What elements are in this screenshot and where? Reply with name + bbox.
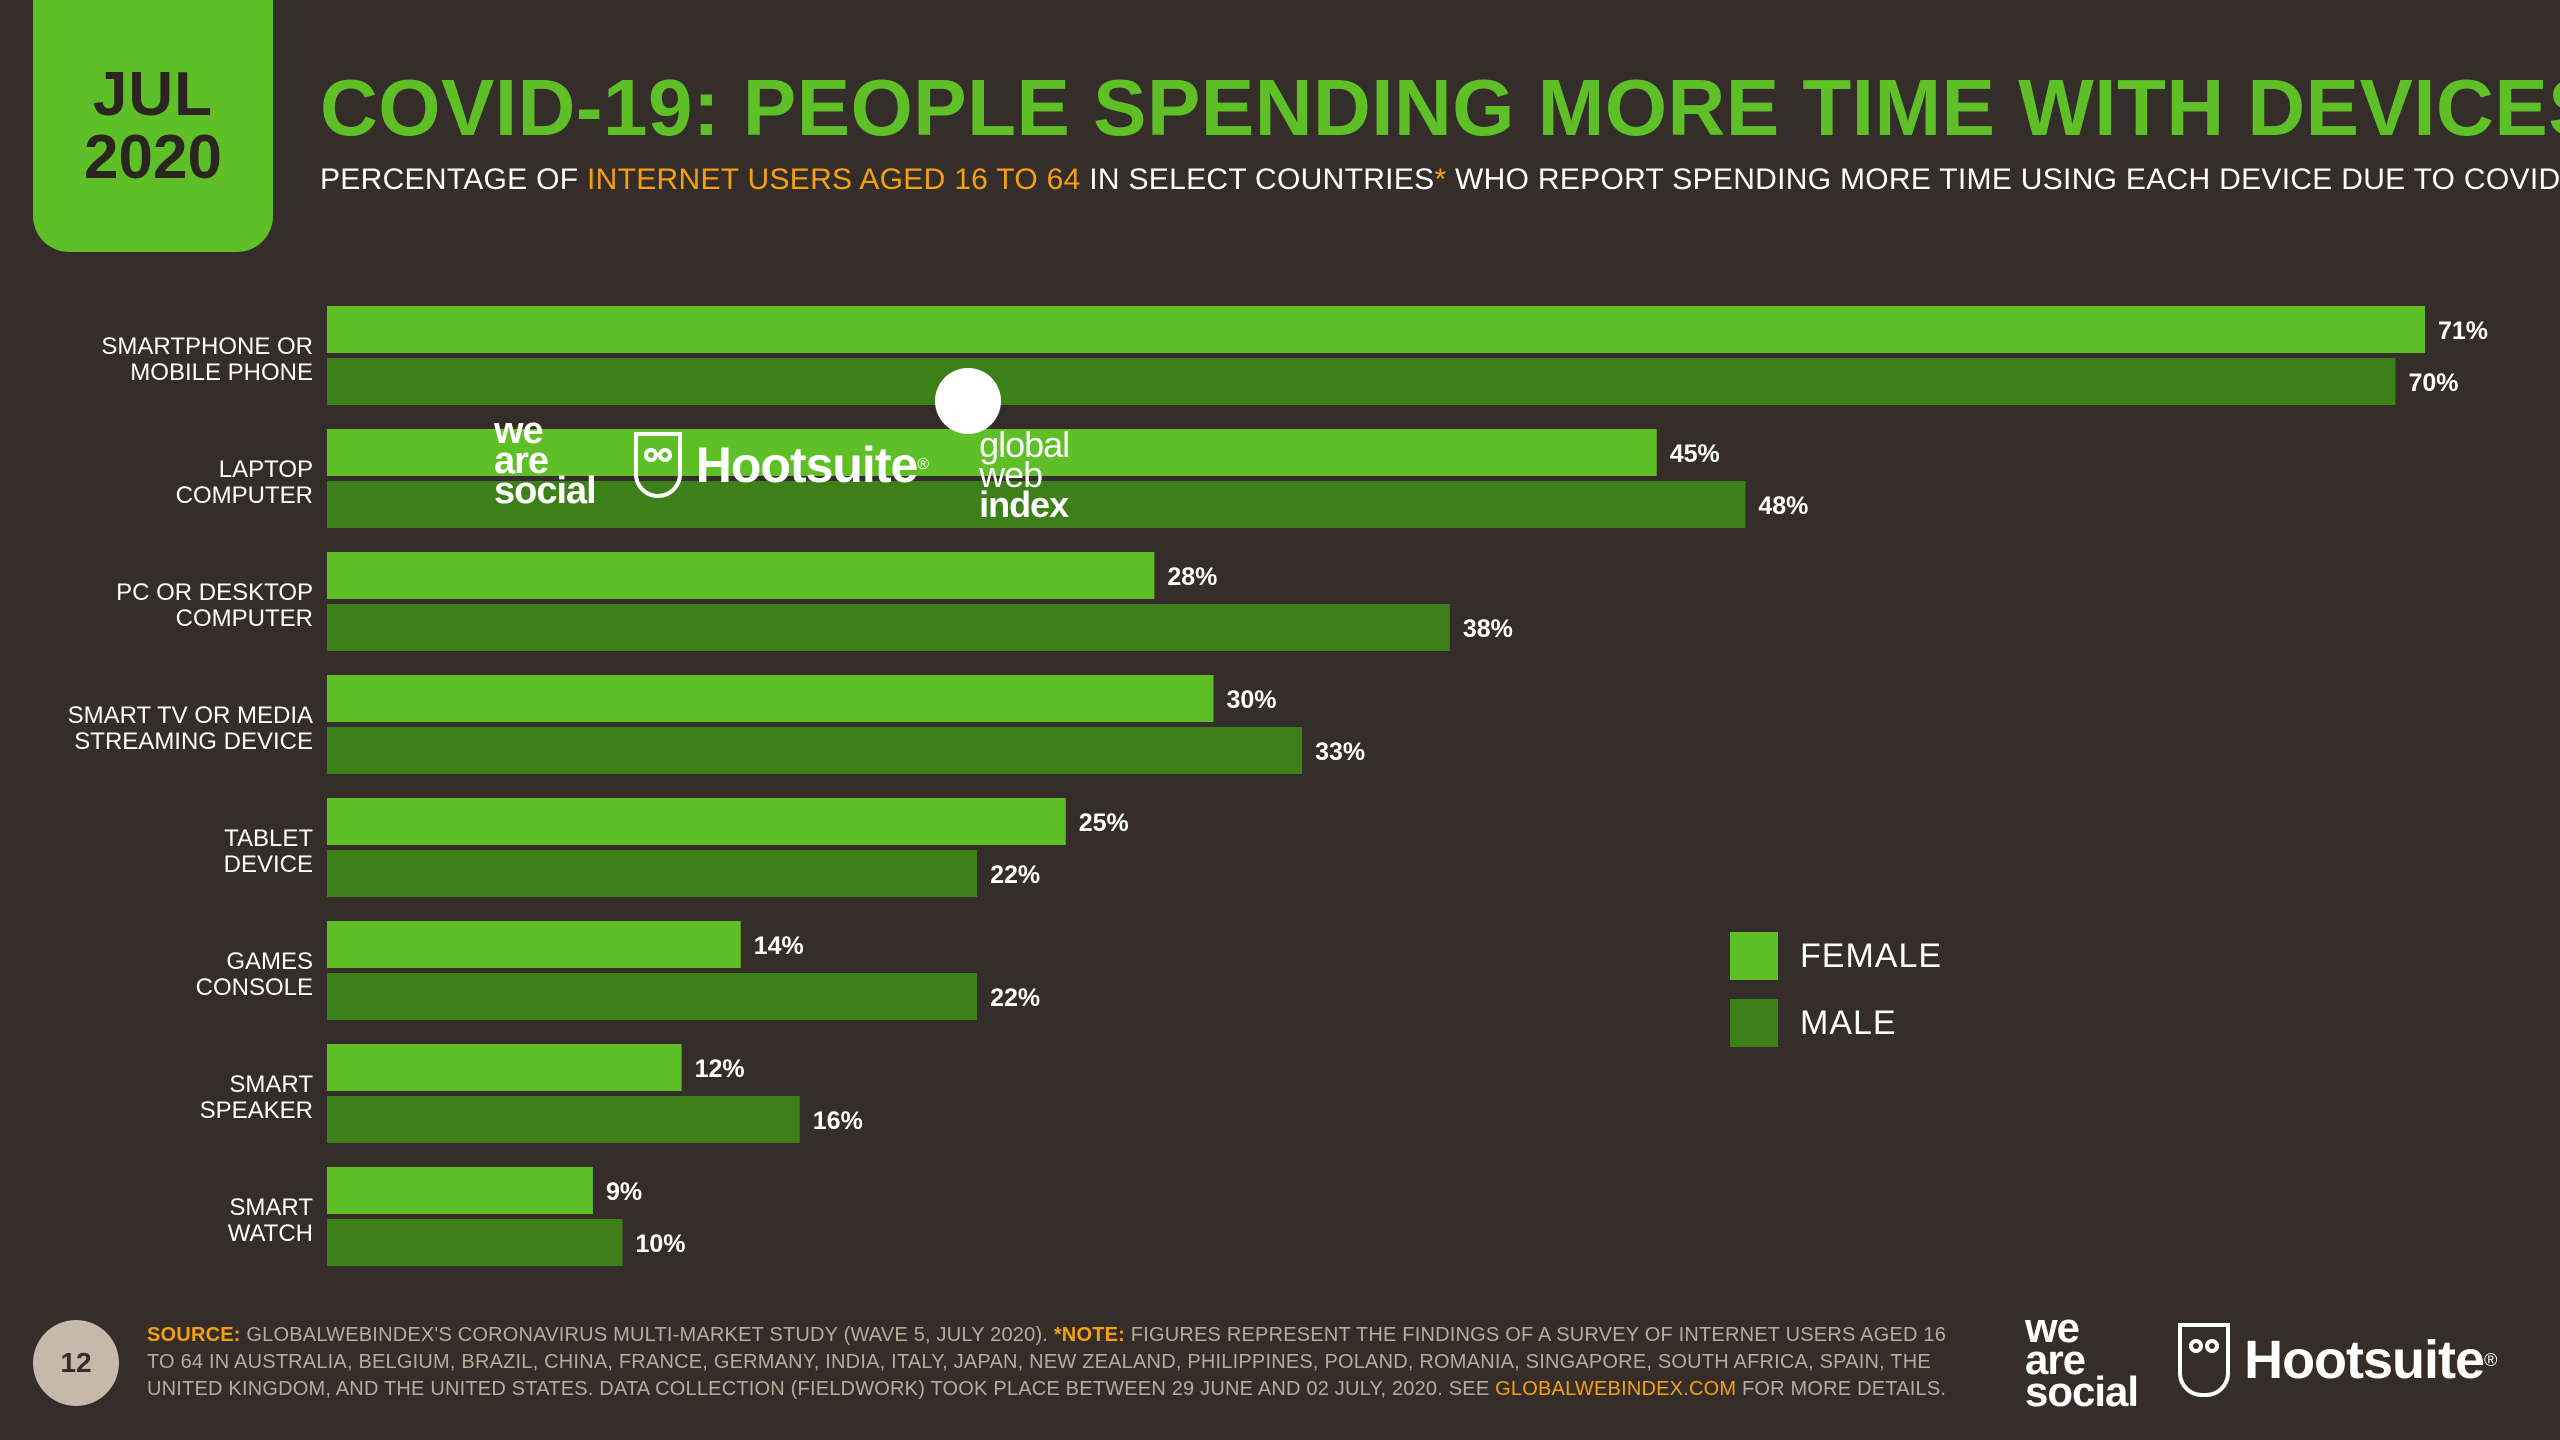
value-label-female-4: 25% bbox=[1079, 809, 1129, 837]
wm-gwi-line2: web bbox=[979, 454, 1043, 495]
gwi-blob-icon bbox=[935, 368, 1002, 434]
wm-was-line3: social bbox=[494, 470, 597, 512]
note-key: *NOTE: bbox=[1053, 1324, 1126, 1346]
bar-female-7 bbox=[327, 1167, 593, 1214]
page-number: 12 bbox=[33, 1320, 119, 1406]
value-label-female-5: 14% bbox=[754, 932, 804, 960]
value-label-male-1: 48% bbox=[1758, 492, 1808, 520]
legend-label-female: FEMALE bbox=[1800, 936, 1943, 975]
bar-male-0 bbox=[327, 358, 2396, 405]
hootsuite-watermark-logo: Hootsuite ® bbox=[633, 432, 930, 498]
value-label-male-7: 10% bbox=[635, 1230, 685, 1258]
category-label-5-1: CONSOLE bbox=[196, 974, 313, 1001]
page-subtitle: PERCENTAGE OF INTERNET USERS AGED 16 TO … bbox=[320, 163, 2560, 197]
value-label-female-1: 45% bbox=[1670, 440, 1720, 468]
source-key: SOURCE: bbox=[147, 1324, 241, 1346]
we-are-social-watermark-logo: we are social bbox=[494, 410, 597, 512]
category-label-7-1: WATCH bbox=[228, 1220, 313, 1247]
bar-male-4 bbox=[327, 850, 978, 897]
legend-swatch-male bbox=[1730, 999, 1778, 1047]
category-label-4-0: TABLET bbox=[224, 825, 313, 852]
wm-gwi-line1: global bbox=[979, 424, 1070, 465]
bar-female-5 bbox=[327, 921, 741, 968]
value-label-female-2: 28% bbox=[1167, 563, 1217, 591]
category-label-6-0: SMART bbox=[229, 1071, 313, 1098]
category-label-4-1: DEVICE bbox=[224, 851, 313, 878]
f-hootsuite-text: Hootsuite bbox=[2244, 1330, 2485, 1390]
value-label-male-3: 33% bbox=[1315, 738, 1365, 766]
hootsuite-logo: Hootsuite ® bbox=[2178, 1323, 2497, 1397]
bar-male-7 bbox=[327, 1219, 623, 1266]
value-label-male-2: 38% bbox=[1463, 615, 1513, 643]
category-label-2-0: PC OR DESKTOP bbox=[116, 579, 313, 606]
date-year: 2020 bbox=[84, 123, 222, 192]
wm-was-line2: are bbox=[494, 440, 549, 482]
subtitle-star: * bbox=[1434, 163, 1447, 196]
note-text: FIGURES REPRESENT THE FINDINGS OF A SURV… bbox=[147, 1324, 1947, 1400]
f-was-line2: are bbox=[2025, 1336, 2086, 1383]
subtitle-accent: INTERNET USERS AGED 16 TO 64 bbox=[587, 163, 1081, 196]
bar-female-3 bbox=[327, 675, 1214, 722]
date-badge: JUL 2020 bbox=[33, 0, 273, 252]
wm-hootsuite-text: Hootsuite bbox=[695, 437, 919, 493]
f-was-line3: social bbox=[2025, 1368, 2139, 1415]
bar-male-2 bbox=[327, 604, 1450, 651]
category-label-1-0: LAPTOP bbox=[219, 456, 313, 483]
bar-female-0 bbox=[327, 306, 2425, 353]
subtitle-part2: IN SELECT COUNTRIES bbox=[1080, 163, 1435, 196]
legend-item-male: MALE bbox=[1730, 999, 1942, 1047]
bar-female-6 bbox=[327, 1044, 682, 1091]
subtitle-part1: PERCENTAGE OF bbox=[320, 163, 588, 196]
gwi-link[interactable]: GLOBALWEBINDEX.COM bbox=[1495, 1378, 1737, 1400]
category-label-1-1: COMPUTER bbox=[176, 482, 313, 509]
category-label-3-1: STREAMING DEVICE bbox=[74, 728, 313, 755]
globalwebindex-watermark-logo: global web index bbox=[935, 368, 1070, 525]
legend-label-male: MALE bbox=[1800, 1003, 1897, 1042]
category-label-7-0: SMART bbox=[229, 1194, 313, 1221]
page-title: COVID-19: PEOPLE SPENDING MORE TIME WITH… bbox=[320, 63, 2560, 152]
bar-male-6 bbox=[327, 1096, 800, 1143]
chart-legend: FEMALE MALE bbox=[1730, 932, 1942, 1066]
legend-swatch-female bbox=[1730, 932, 1778, 980]
category-label-3-0: SMART TV OR MEDIA bbox=[68, 702, 313, 729]
category-label-0-1: MOBILE PHONE bbox=[130, 359, 313, 386]
f-reg-mark: ® bbox=[2484, 1349, 2498, 1370]
bar-female-1 bbox=[327, 429, 1657, 476]
category-label-5-0: GAMES bbox=[226, 948, 313, 975]
source-text: GLOBALWEBINDEX'S CORONAVIRUS MULTI-MARKE… bbox=[240, 1324, 1054, 1346]
value-label-female-0: 71% bbox=[2438, 317, 2488, 345]
bar-female-2 bbox=[327, 552, 1155, 599]
we-are-social-logo: we are social bbox=[2025, 1304, 2139, 1415]
legend-item-female: FEMALE bbox=[1730, 932, 1942, 980]
value-label-female-7: 9% bbox=[606, 1178, 642, 1206]
bar-male-1 bbox=[327, 481, 1746, 528]
wm-was-line1: we bbox=[494, 410, 544, 452]
date-month: JUL bbox=[92, 59, 214, 129]
bar-female-4 bbox=[327, 798, 1066, 845]
category-label-2-1: COMPUTER bbox=[176, 605, 313, 632]
category-label-6-1: SPEAKER bbox=[200, 1097, 313, 1124]
hootsuite-owl-icon bbox=[2178, 1323, 2231, 1397]
value-label-male-5: 22% bbox=[990, 984, 1040, 1012]
after-link-text: FOR MORE DETAILS. bbox=[1736, 1378, 1947, 1400]
footer-logos: we are social Hootsuite ® bbox=[2025, 1304, 2497, 1415]
source-footnote: SOURCE: GLOBALWEBINDEX'S CORONAVIRUS MUL… bbox=[147, 1322, 1977, 1403]
value-label-female-6: 12% bbox=[695, 1055, 745, 1083]
bar-male-3 bbox=[327, 727, 1303, 774]
f-was-line1: we bbox=[2025, 1304, 2080, 1351]
hootsuite-owl-icon bbox=[633, 432, 682, 498]
subtitle-part3: WHO REPORT SPENDING MORE TIME USING EACH… bbox=[1446, 163, 2560, 196]
partner-watermark: we are social Hootsuite ® global web inde… bbox=[494, 368, 1070, 525]
bar-male-5 bbox=[327, 973, 978, 1020]
wm-reg-mark: ® bbox=[917, 456, 930, 473]
value-label-male-0: 70% bbox=[2408, 369, 2458, 397]
value-label-female-3: 30% bbox=[1226, 686, 1276, 714]
wm-gwi-line3: index bbox=[979, 484, 1069, 525]
value-label-male-4: 22% bbox=[990, 861, 1040, 889]
value-label-male-6: 16% bbox=[813, 1107, 863, 1135]
category-label-0-0: SMARTPHONE OR bbox=[101, 333, 313, 360]
